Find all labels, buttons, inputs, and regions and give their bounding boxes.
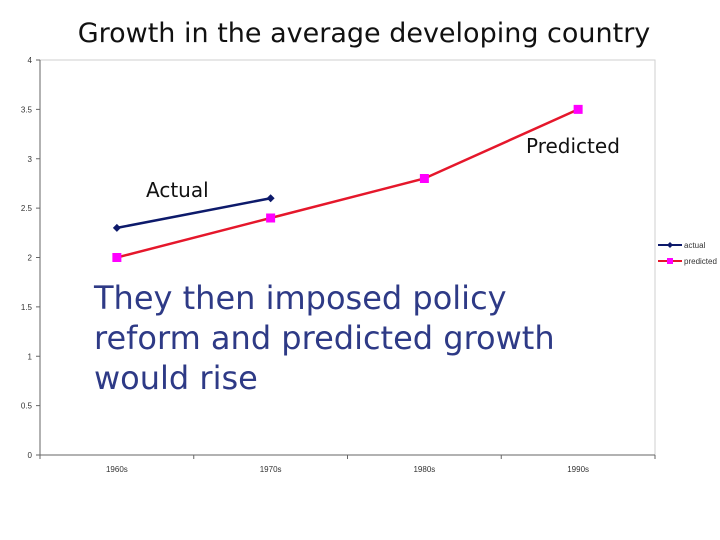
legend-actual-label: actual xyxy=(684,241,706,250)
actual-point xyxy=(112,223,121,232)
x-tick-label: 1990s xyxy=(567,465,589,474)
slide-body-text: They then imposed policy reform and pred… xyxy=(94,279,555,397)
slide-title: Growth in the average developing country xyxy=(77,18,651,49)
legend-actual-marker xyxy=(667,242,673,248)
y-tick-label: 1 xyxy=(28,352,33,361)
chart-axes: 0 0.5 1 1.5 2 2.5 3 3.5 4 1960s 1970s 1980s 1990s xyxy=(21,56,656,474)
y-tick-label: 0 xyxy=(28,451,33,460)
actual-point xyxy=(266,194,275,203)
y-tick-label: 2.5 xyxy=(21,204,33,213)
y-tick-label: 3.5 xyxy=(21,105,33,114)
x-tick-label: 1970s xyxy=(260,465,282,474)
actual-line xyxy=(116,197,271,230)
series-lines xyxy=(112,104,583,262)
x-tick-label: 1980s xyxy=(413,465,435,474)
y-tick-label: 3 xyxy=(28,155,33,164)
y-tick-label: 4 xyxy=(28,56,33,65)
predicted-point xyxy=(266,213,276,223)
legend-predicted-label: predicted xyxy=(684,257,717,266)
y-tick-label: 2 xyxy=(28,254,33,263)
predicted-point xyxy=(573,104,583,114)
actual-annotation: Actual xyxy=(146,178,209,202)
predicted-line xyxy=(116,108,579,259)
predicted-annotation: Predicted xyxy=(526,134,620,158)
y-tick-label: 0.5 xyxy=(21,402,33,411)
legend-predicted-marker xyxy=(667,258,673,264)
predicted-point xyxy=(419,174,429,183)
legend: actual predicted xyxy=(658,241,717,266)
x-tick-label: 1960s xyxy=(106,465,128,474)
y-tick-label: 1.5 xyxy=(21,303,33,312)
predicted-point xyxy=(112,253,122,262)
